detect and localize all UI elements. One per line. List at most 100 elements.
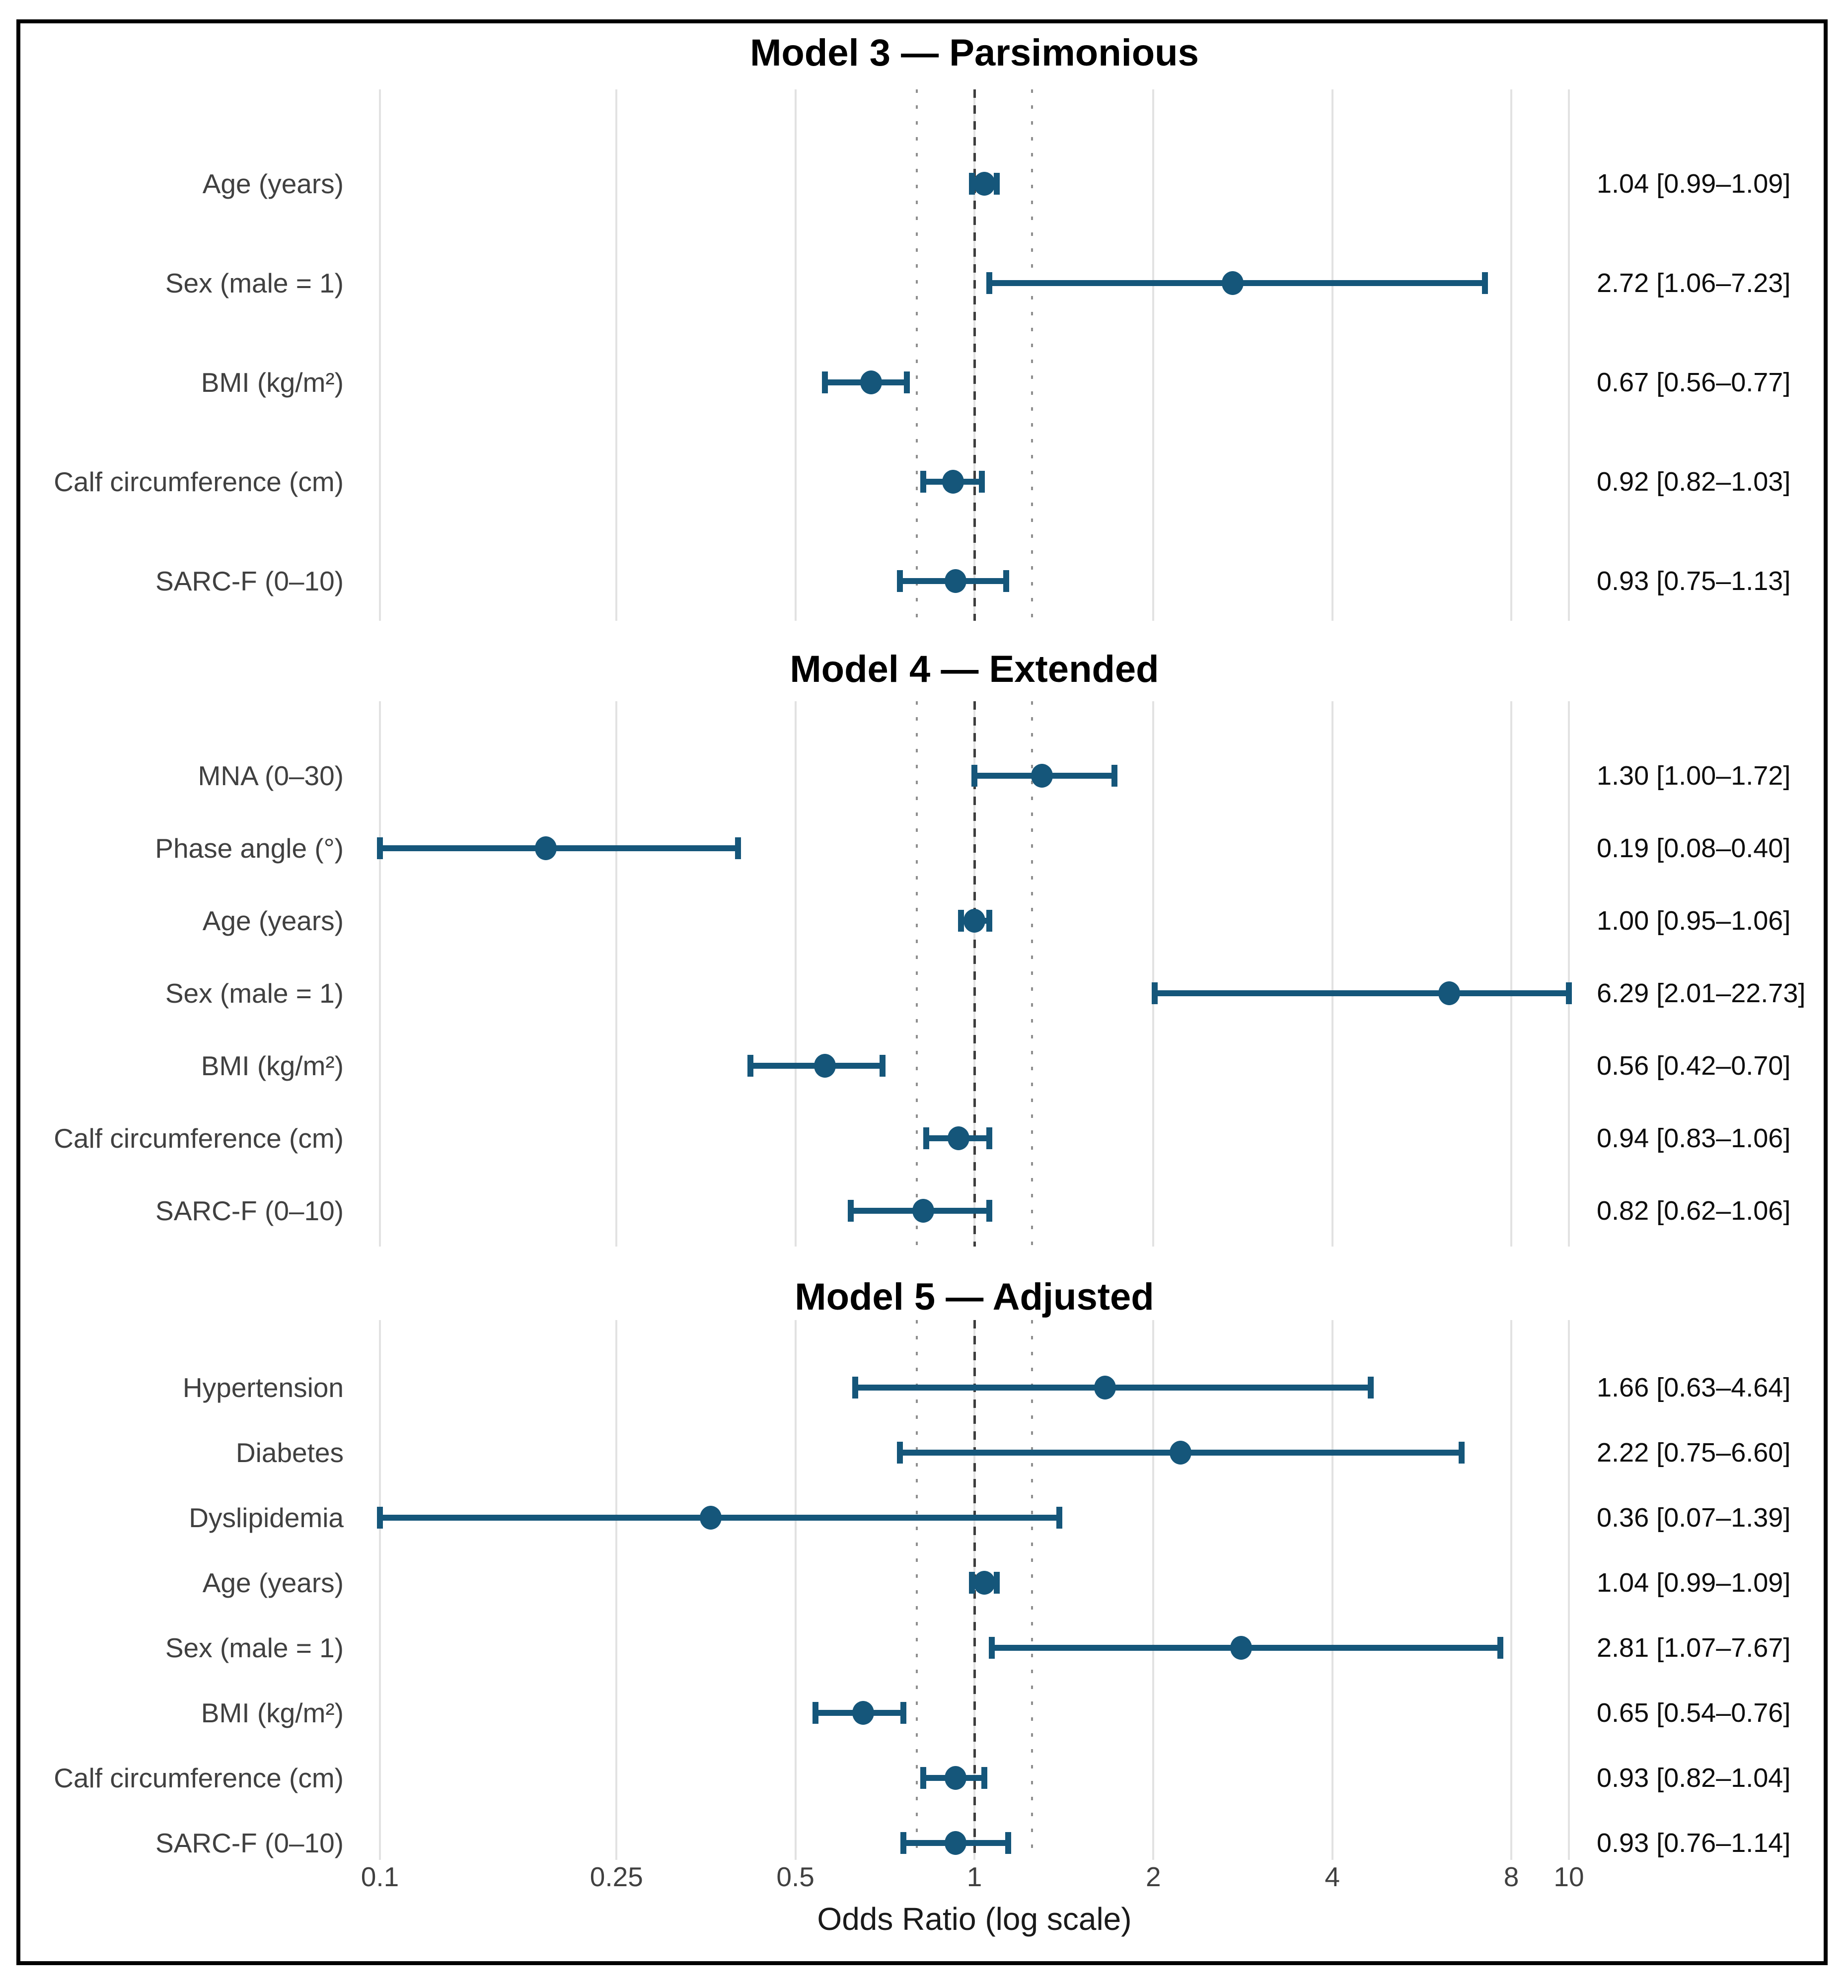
or-point bbox=[947, 1126, 969, 1150]
gridline-0.1 bbox=[379, 89, 381, 621]
ci-cap-high bbox=[735, 837, 741, 859]
ci-cap-low bbox=[971, 765, 977, 787]
or-value: 0.65 [0.54–0.76] bbox=[1597, 1698, 1791, 1728]
gridline-0.5 bbox=[794, 1320, 797, 1860]
gridline-0.1 bbox=[379, 701, 381, 1247]
row-label: Sex (male = 1) bbox=[165, 1632, 344, 1663]
gridline-0.1 bbox=[379, 1320, 381, 1860]
or-value: 1.30 [1.00–1.72] bbox=[1597, 761, 1791, 791]
gridline-10 bbox=[1568, 701, 1570, 1247]
ci-whisker bbox=[1154, 990, 1569, 996]
gridline-2 bbox=[1152, 701, 1155, 1247]
panel-title: Model 3 — Parsimonious bbox=[750, 32, 1199, 74]
ci-cap-high bbox=[986, 1200, 993, 1222]
ci-cap-low bbox=[897, 570, 903, 592]
gridline-2 bbox=[1152, 89, 1155, 621]
row-label: BMI (kg/m²) bbox=[201, 367, 344, 398]
ci-cap-high bbox=[979, 471, 985, 493]
or-point bbox=[1094, 1376, 1116, 1399]
or-point bbox=[973, 172, 996, 196]
or-value: 0.56 [0.42–0.70] bbox=[1597, 1051, 1791, 1081]
or-value: 0.93 [0.76–1.14] bbox=[1597, 1828, 1791, 1858]
gridline-0.5 bbox=[794, 89, 797, 621]
ci-cap-low bbox=[920, 471, 926, 493]
ci-cap-high bbox=[1003, 570, 1009, 592]
ci-cap-low bbox=[848, 1200, 854, 1222]
ci-cap-low bbox=[920, 1767, 926, 1789]
or-value: 0.67 [0.56–0.77] bbox=[1597, 368, 1791, 397]
gridline-4 bbox=[1331, 1320, 1333, 1860]
gridline-0.25 bbox=[615, 1320, 618, 1860]
ci-cap-high bbox=[1005, 1832, 1012, 1854]
x-axis-title: Odds Ratio (log scale) bbox=[817, 1901, 1132, 1937]
or-point bbox=[534, 836, 557, 860]
or-point bbox=[860, 370, 882, 394]
x-tick-label-1: 1 bbox=[966, 1861, 982, 1892]
or-value: 1.00 [0.95–1.06] bbox=[1597, 906, 1791, 936]
ci-cap-high bbox=[904, 371, 910, 393]
ci-cap-low bbox=[852, 1377, 858, 1399]
ci-cap-high bbox=[1111, 765, 1117, 787]
or-point bbox=[945, 569, 967, 593]
x-tick-label-0.1: 0.1 bbox=[361, 1861, 399, 1892]
or-point bbox=[912, 1199, 934, 1223]
or-value: 1.66 [0.63–4.64] bbox=[1597, 1373, 1791, 1402]
gridline-4 bbox=[1331, 701, 1333, 1247]
ci-cap-high bbox=[900, 1702, 907, 1724]
gridline-8 bbox=[1510, 1320, 1512, 1860]
or-value: 2.22 [0.75–6.60] bbox=[1597, 1438, 1791, 1468]
row-label: Dyslipidemia bbox=[189, 1502, 344, 1533]
x-tick-label-4: 4 bbox=[1325, 1861, 1340, 1892]
ci-cap-high bbox=[879, 1055, 886, 1077]
or-value: 1.04 [0.99–1.09] bbox=[1597, 169, 1791, 199]
or-value: 0.19 [0.08–0.40] bbox=[1597, 833, 1791, 863]
gridline-8 bbox=[1510, 89, 1512, 621]
ci-cap-low bbox=[377, 837, 383, 859]
ci-cap-high bbox=[1497, 1637, 1504, 1659]
gridline-10 bbox=[1568, 1320, 1570, 1860]
ci-cap-low bbox=[986, 272, 993, 294]
x-tick-label-2: 2 bbox=[1146, 1861, 1161, 1892]
or-value: 0.93 [0.82–1.04] bbox=[1597, 1763, 1791, 1793]
or-value: 2.81 [1.07–7.67] bbox=[1597, 1633, 1791, 1663]
or-point bbox=[813, 1054, 836, 1078]
or-value: 0.94 [0.83–1.06] bbox=[1597, 1123, 1791, 1153]
row-label: Sex (male = 1) bbox=[165, 978, 344, 1009]
ci-cap-high bbox=[986, 1127, 993, 1149]
guide-line-1.25 bbox=[1031, 701, 1033, 1247]
row-label: Phase angle (°) bbox=[155, 833, 344, 864]
or-value: 0.92 [0.82–1.03] bbox=[1597, 467, 1791, 497]
row-label: SARC-F (0–10) bbox=[155, 1828, 344, 1858]
x-tick-label-8: 8 bbox=[1503, 1861, 1519, 1892]
x-tick-label-10: 10 bbox=[1553, 1861, 1584, 1892]
row-label: Age (years) bbox=[202, 1567, 344, 1598]
row-label: Age (years) bbox=[202, 905, 344, 936]
ci-cap-high bbox=[993, 1572, 1000, 1594]
ci-cap-low bbox=[821, 371, 828, 393]
or-point bbox=[963, 909, 985, 933]
or-point bbox=[1438, 981, 1460, 1005]
or-point bbox=[852, 1701, 875, 1725]
row-label: BMI (kg/m²) bbox=[201, 1697, 344, 1728]
panel-title: Model 5 — Adjusted bbox=[795, 1276, 1154, 1318]
ci-cap-high bbox=[1566, 982, 1572, 1004]
or-point bbox=[699, 1506, 722, 1530]
row-label: SARC-F (0–10) bbox=[155, 1195, 344, 1226]
ci-cap-high bbox=[993, 173, 1000, 195]
gridline-4 bbox=[1331, 89, 1333, 621]
ci-cap-low bbox=[747, 1055, 754, 1077]
guide-line-1.25 bbox=[1031, 89, 1033, 621]
or-point bbox=[1031, 764, 1053, 788]
gridline-8 bbox=[1510, 701, 1512, 1247]
guide-line-1.25 bbox=[1031, 1320, 1033, 1860]
x-tick-label-0.25: 0.25 bbox=[590, 1861, 643, 1892]
ci-cap-low bbox=[968, 1572, 975, 1594]
ci-whisker bbox=[380, 845, 738, 851]
row-label: MNA (0–30) bbox=[198, 760, 344, 791]
or-value: 2.72 [1.06–7.23] bbox=[1597, 268, 1791, 298]
ci-cap-high bbox=[981, 1767, 988, 1789]
guide-line-0.8 bbox=[915, 1320, 918, 1860]
row-label: Calf circumference (cm) bbox=[54, 1123, 344, 1154]
ci-cap-low bbox=[377, 1507, 383, 1529]
guide-line-0.8 bbox=[915, 701, 918, 1247]
